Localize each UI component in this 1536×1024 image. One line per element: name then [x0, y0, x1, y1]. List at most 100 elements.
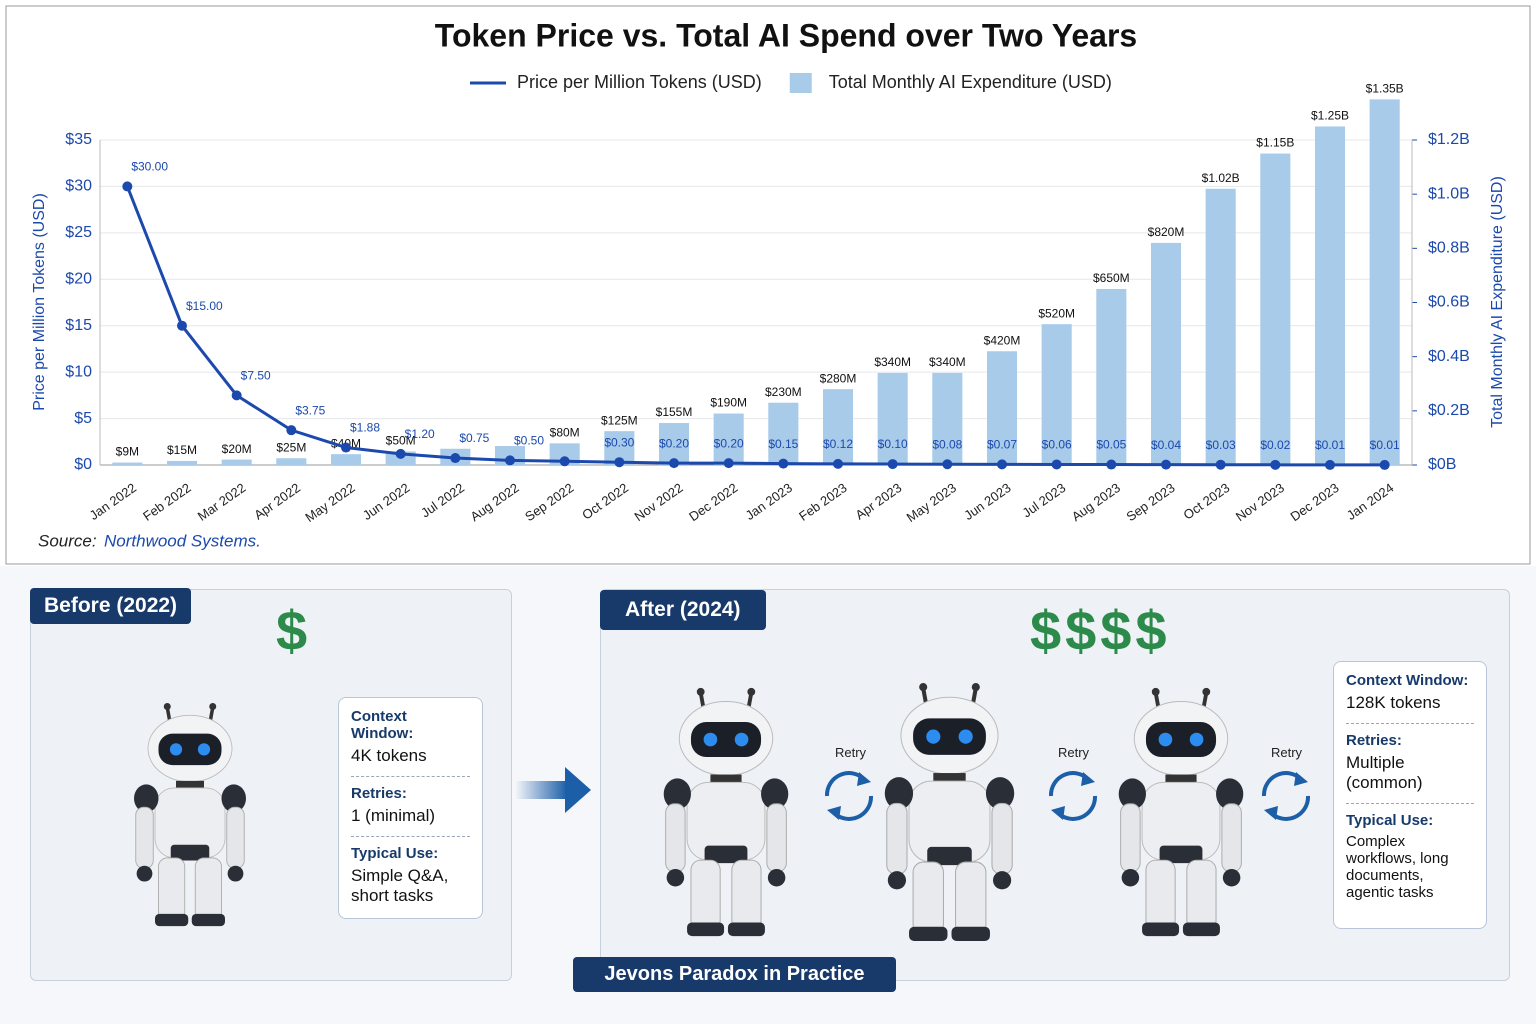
retry-icon — [1261, 770, 1311, 822]
bar-value-label: $650M — [1093, 271, 1130, 285]
bar-value-label: $190M — [710, 396, 747, 410]
info-value: 128K tokens — [1346, 693, 1474, 724]
robot — [1116, 685, 1246, 939]
bar — [112, 462, 143, 465]
bar-value-label: $20M — [222, 442, 252, 456]
price-point — [1106, 459, 1117, 470]
robot — [132, 701, 248, 928]
point-value-label: $0.75 — [459, 431, 489, 445]
bar-value-label: $820M — [1148, 225, 1185, 239]
point-value-label: $15.00 — [186, 299, 223, 313]
y2-tick-label: $0B — [1428, 456, 1456, 473]
point-value-label: $1.20 — [405, 427, 435, 441]
point-value-label: $30.00 — [131, 160, 168, 174]
info-value: 1 (minimal) — [351, 806, 470, 837]
price-point — [833, 458, 843, 469]
bar — [221, 459, 252, 465]
info-value: Multiple (common) — [1346, 753, 1474, 804]
arrow — [515, 767, 591, 813]
price-point — [341, 442, 351, 453]
robot — [862, 680, 1037, 945]
after-icon: $$$$ — [1030, 599, 1171, 662]
price-point — [942, 459, 953, 470]
y2-tick-label: $1.2B — [1428, 131, 1470, 148]
bar — [166, 460, 198, 465]
y-tick-label: $0 — [74, 456, 92, 473]
info-value: Simple Q&A, short tasks — [351, 866, 449, 905]
info-label: Context Window: — [1346, 672, 1469, 689]
y-tick-label: $20 — [65, 271, 92, 288]
price-point — [1379, 459, 1390, 470]
bar — [1096, 288, 1127, 465]
after-title: After (2024) — [600, 590, 766, 630]
bar-value-label: $155M — [656, 405, 693, 419]
point-value-label: $0.10 — [878, 437, 908, 451]
bar — [330, 454, 362, 465]
retry-label: Retry — [1058, 745, 1090, 760]
bar-value-label: $230M — [765, 385, 802, 399]
bar-value-label: $280M — [820, 371, 857, 385]
point-value-label: $0.15 — [768, 437, 798, 451]
point-value-label: $0.50 — [514, 434, 544, 448]
price-point — [669, 458, 679, 469]
price-point — [395, 448, 406, 459]
bar-value-label: $1.35B — [1366, 82, 1404, 96]
price-point — [997, 459, 1007, 470]
price-point — [1161, 459, 1171, 470]
y2-tick-label: $0.2B — [1428, 402, 1470, 419]
info-label: Context Window: — [351, 708, 414, 742]
bar-value-label: $9M — [116, 445, 139, 459]
bar — [1150, 242, 1182, 465]
point-value-label: $0.20 — [714, 436, 744, 450]
info-label: Retries: — [351, 785, 407, 802]
after-info-card: Context Window: 128K tokens Retries: Mul… — [1333, 661, 1487, 929]
bar — [768, 402, 799, 465]
bar — [1369, 99, 1400, 465]
price-point — [505, 455, 515, 466]
y-tick-label: $10 — [65, 363, 92, 380]
y-tick-label: $30 — [65, 178, 92, 195]
price-line — [125, 185, 1385, 467]
source: Northwood Systems. — [104, 531, 261, 550]
bar — [986, 351, 1018, 465]
y-tick-label: $15 — [65, 317, 92, 334]
y-tick-label: $35 — [65, 131, 92, 148]
info-value: 4K tokens — [351, 746, 470, 777]
footer-banner: Jevons Paradox in Practice — [573, 957, 896, 992]
bar-value-label: $50M — [386, 434, 416, 448]
bar — [713, 413, 744, 465]
point-value-label: $0.20 — [659, 436, 689, 450]
y2-tick-label: $1.0B — [1428, 185, 1470, 202]
point-value-label: $0.03 — [1206, 438, 1236, 452]
point-value-label: $0.01 — [1370, 438, 1400, 452]
y-axis-title: Price per Million Tokens (USD) — [31, 193, 48, 411]
price-point — [122, 181, 133, 192]
bar-value-label: $125M — [601, 413, 638, 427]
source-prefix: Source: — [38, 531, 97, 550]
point-value-label: $0.05 — [1096, 438, 1126, 452]
y-tick-label: $25 — [65, 224, 92, 241]
price-point — [1325, 459, 1335, 470]
price-point — [723, 458, 734, 469]
info-label: Retries: — [1346, 732, 1402, 749]
retry-label: Retry — [835, 745, 867, 760]
retry-label: Retry — [1271, 745, 1303, 760]
price-point — [1215, 459, 1226, 470]
bar-value-label: $420M — [984, 333, 1021, 347]
point-value-label: $7.50 — [241, 369, 271, 383]
point-value-label: $0.06 — [1042, 438, 1072, 452]
before-info-card: Context Window: 4K tokens Retries: 1 (mi… — [338, 697, 483, 919]
bar-value-label: $520M — [1038, 306, 1075, 320]
info-value: Complex workflows, long documents, agent… — [1346, 833, 1449, 901]
bar-value-label: $15M — [167, 443, 197, 457]
bar — [1314, 126, 1346, 465]
info-label: Typical Use: — [351, 845, 439, 862]
bar-value-label: $1.15B — [1256, 136, 1294, 150]
retry-icon — [824, 770, 874, 822]
y2-axis-title: Total Monthly AI Expenditure (USD) — [1489, 176, 1506, 428]
legend-label: Total Monthly AI Expenditure (USD) — [829, 72, 1112, 92]
price-point — [177, 320, 187, 331]
point-value-label: $0.01 — [1315, 438, 1345, 452]
bar — [1041, 324, 1072, 465]
point-value-label: $0.12 — [823, 437, 853, 451]
